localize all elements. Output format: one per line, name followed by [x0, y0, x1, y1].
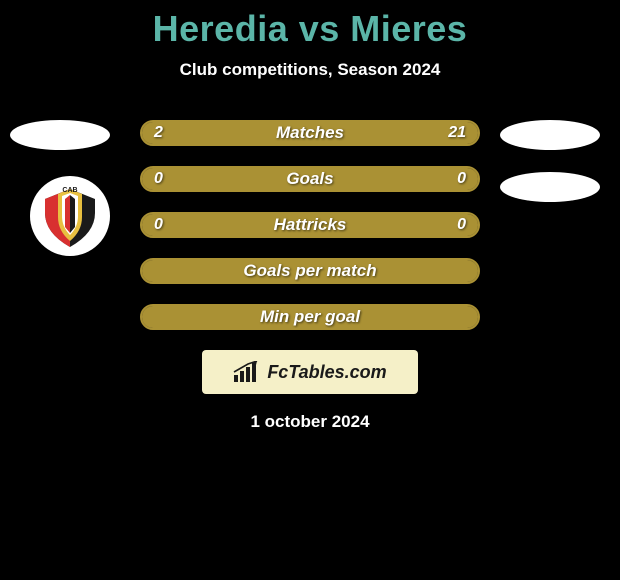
comparison-content: CAB 221Matches 00Goals 00Hattricks Goals pe… — [0, 120, 620, 432]
stat-row-goals-per-match: Goals per match — [140, 258, 480, 284]
club-badge: CAB — [30, 176, 110, 256]
page-title: Heredia vs Mieres — [0, 0, 620, 50]
stat-label: Goals per match — [142, 260, 478, 282]
logo-text: FcTables.com — [267, 362, 386, 383]
logo-box: FcTables.com — [202, 350, 418, 394]
stat-row-goals: 00Goals — [140, 166, 480, 192]
date-text: 1 october 2024 — [0, 412, 620, 432]
chart-icon — [233, 361, 261, 383]
stat-label: Goals — [142, 168, 478, 190]
stat-row-hattricks: 00Hattricks — [140, 212, 480, 238]
right-team-oval-1 — [500, 120, 600, 150]
stat-label: Hattricks — [142, 214, 478, 236]
club-badge-text: CAB — [62, 187, 77, 194]
stat-row-matches: 221Matches — [140, 120, 480, 146]
shield-icon: CAB — [35, 181, 105, 251]
stat-bars: 221Matches 00Goals 00Hattricks Goals per ma… — [140, 120, 480, 330]
right-team-oval-2 — [500, 172, 600, 202]
left-team-oval — [10, 120, 110, 150]
stat-label: Matches — [142, 122, 478, 144]
subtitle: Club competitions, Season 2024 — [0, 60, 620, 80]
stat-row-min-per-goal: Min per goal — [140, 304, 480, 330]
stat-label: Min per goal — [142, 306, 478, 328]
